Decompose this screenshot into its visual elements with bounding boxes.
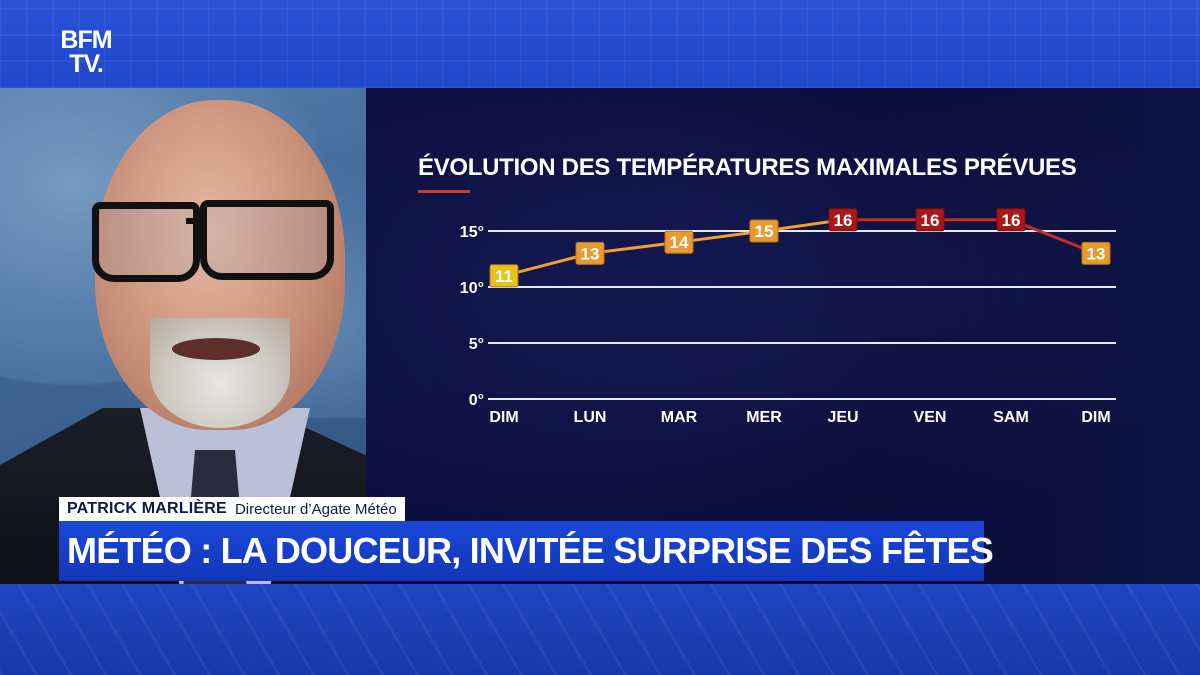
data-point-marker [575, 241, 605, 265]
logo-line-1: BFM [60, 26, 112, 54]
glasses-bridge [186, 218, 206, 224]
y-tick-label: 10° [460, 280, 484, 297]
y-tick-label: 0° [469, 392, 484, 409]
logo-line-2: TV. [69, 50, 104, 78]
mouth [172, 338, 260, 360]
headline-bar: MÉTÉO : LA DOUCEUR, INVITÉE SURPRISE DES… [59, 521, 994, 581]
data-label: 13 [1087, 244, 1106, 263]
data-point-marker [828, 208, 858, 232]
data-label: 16 [921, 211, 940, 230]
bfmtv-logo: BFM TV. [54, 28, 118, 82]
series-line-segment [589, 240, 680, 255]
x-tick-label: LUN [574, 409, 607, 426]
data-point-marker [489, 264, 519, 288]
data-label: 16 [834, 211, 853, 230]
data-point-marker [749, 219, 779, 243]
speaker-name-bar: PATRICK MARLIÈRE Directeur d’Agate Météo [59, 497, 405, 521]
data-label: 14 [670, 233, 689, 252]
bottom-banner [0, 584, 1200, 675]
data-point-marker [1081, 241, 1111, 265]
speaker-role: Directeur d’Agate Météo [234, 500, 397, 518]
beard [150, 318, 290, 428]
temperature-chart: 0° 5° 10° 15° DIM LUN MAR MER JEU VEN SAM DIM 11 13 14… [460, 208, 1116, 426]
speaker-name: PATRICK MARLIÈRE [67, 500, 227, 517]
glasses-left-lens [92, 202, 200, 282]
glasses-right-lens [200, 200, 334, 280]
x-tick-label: MER [746, 409, 782, 426]
x-tick-label: DIM [1081, 409, 1110, 426]
chart-panel: ÉVOLUTION DES TEMPÉRATURES MAXIMALES PRÉ… [366, 88, 1200, 584]
y-tick-label: 5° [469, 336, 484, 353]
headline: MÉTÉO : LA DOUCEUR, INVITÉE SURPRISE DES… [67, 530, 994, 571]
y-tick-label: 15° [460, 224, 484, 241]
x-tick-label: SAM [993, 409, 1029, 426]
top-banner [0, 0, 1200, 88]
data-label: 16 [1002, 211, 1021, 230]
x-tick-label: VEN [914, 409, 947, 426]
data-point-marker [996, 208, 1026, 232]
data-label: 13 [581, 244, 600, 263]
x-tick-label: MAR [661, 409, 698, 426]
data-label: 15 [755, 222, 774, 241]
data-point-marker [664, 230, 694, 254]
x-tick-label: DIM [489, 409, 518, 426]
chart-title: ÉVOLUTION DES TEMPÉRATURES MAXIMALES PRÉ… [418, 154, 1077, 181]
x-tick-label: JEU [827, 409, 858, 426]
data-label: 11 [495, 267, 513, 286]
data-point-marker [915, 208, 945, 232]
title-underline [418, 190, 470, 193]
